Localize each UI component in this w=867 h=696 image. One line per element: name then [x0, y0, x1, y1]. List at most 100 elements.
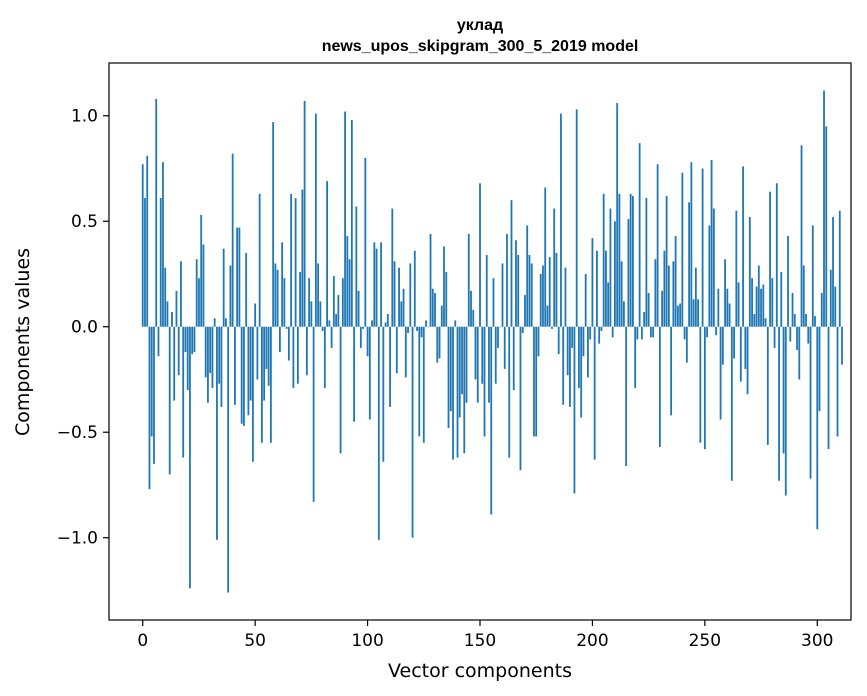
bar-122 [416, 326, 418, 331]
bar-70 [299, 271, 302, 327]
bar-163 [508, 326, 511, 458]
bar-280 [771, 278, 774, 327]
bar-4 [150, 326, 153, 437]
bar-108 [384, 322, 387, 327]
bar-143 [463, 326, 466, 454]
bar-133 [440, 305, 443, 327]
bar-304 [825, 126, 828, 327]
bar-105 [377, 326, 380, 540]
bar-119 [409, 263, 412, 327]
bar-149 [476, 326, 479, 403]
bar-23 [193, 326, 196, 353]
bar-18 [182, 326, 185, 458]
bar-124 [420, 326, 423, 338]
bar-2 [146, 155, 149, 327]
bar-245 [692, 299, 695, 327]
bar-123 [418, 326, 421, 437]
bar-254 [712, 208, 715, 327]
bar-289 [791, 292, 794, 327]
bar-227 [652, 326, 655, 338]
bar-186 [560, 113, 562, 327]
bar-94 [353, 326, 355, 422]
bar-24 [195, 259, 198, 327]
bar-93 [350, 119, 353, 327]
bar-14 [173, 326, 176, 401]
bar-76 [312, 326, 315, 502]
bar-232 [663, 250, 666, 327]
bar-112 [393, 261, 396, 327]
bar-91 [346, 236, 349, 327]
bar-307 [832, 217, 834, 327]
bar-210 [614, 221, 616, 327]
bar-31 [211, 326, 214, 388]
bar-171 [526, 225, 529, 327]
bar-63 [283, 278, 286, 327]
bar-287 [787, 236, 789, 327]
bar-95 [355, 206, 358, 327]
bar-250 [703, 326, 706, 450]
bar-21 [189, 326, 191, 589]
bar-309 [836, 326, 839, 437]
bar-153 [485, 255, 488, 327]
bar-182 [551, 326, 553, 329]
bar-75 [310, 301, 313, 327]
bar-8 [159, 198, 162, 327]
x-tick-label: 300 [801, 631, 833, 651]
bar-128 [429, 233, 432, 327]
bar-127 [427, 326, 430, 328]
x-tick-label: 250 [689, 631, 721, 651]
bar-260 [726, 288, 729, 327]
bar-57 [269, 326, 272, 443]
bar-196 [582, 326, 585, 357]
bar-225 [647, 292, 650, 327]
bar-222 [640, 326, 643, 340]
bar-294 [802, 265, 805, 327]
bar-208 [609, 208, 612, 327]
chart-title: уклад [457, 17, 503, 34]
bar-248 [699, 326, 702, 443]
bar-220 [636, 326, 639, 340]
bar-252 [708, 225, 711, 327]
bar-145 [467, 233, 470, 327]
bar-224 [645, 198, 648, 327]
bar-100 [366, 326, 369, 357]
bar-178 [542, 265, 544, 327]
bar-216 [627, 219, 630, 327]
bar-148 [474, 326, 477, 380]
bar-214 [623, 301, 625, 327]
plot-frame [108, 62, 852, 621]
bar-164 [510, 200, 513, 327]
bar-88 [339, 326, 342, 454]
bar-256 [717, 288, 720, 327]
bar-45 [243, 326, 245, 426]
bar-277 [764, 318, 767, 327]
bar-13 [171, 311, 173, 327]
bar-17 [180, 261, 182, 327]
bar-118 [407, 326, 409, 334]
bar-258 [721, 326, 724, 365]
bar-49 [252, 326, 254, 462]
bars-group [141, 90, 843, 593]
bar-59 [274, 263, 277, 327]
bar-109 [386, 314, 389, 327]
bar-206 [605, 250, 607, 327]
bar-26 [200, 214, 203, 327]
bar-61 [278, 326, 281, 353]
bar-207 [607, 282, 610, 327]
bar-103 [373, 242, 376, 327]
y-tick-label: −1.0 [57, 529, 98, 549]
bar-179 [544, 187, 547, 327]
bar-169 [521, 326, 524, 334]
bar-159 [499, 326, 502, 328]
bar-273 [755, 286, 758, 327]
bar-190 [569, 326, 571, 407]
bar-237 [674, 236, 677, 327]
bar-10 [164, 267, 167, 327]
bar-6 [155, 98, 158, 327]
bar-27 [202, 244, 205, 327]
bar-135 [445, 271, 448, 327]
bar-283 [778, 326, 780, 481]
bar-156 [492, 278, 495, 327]
